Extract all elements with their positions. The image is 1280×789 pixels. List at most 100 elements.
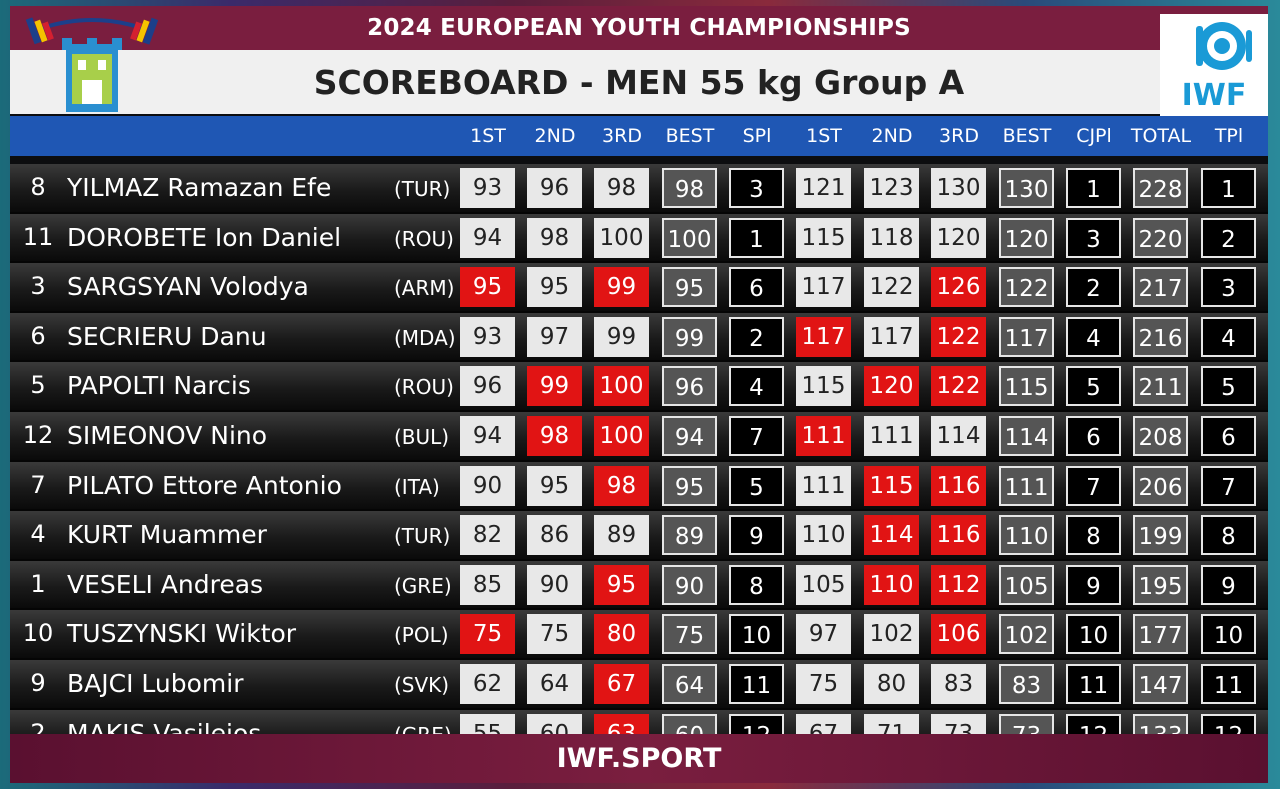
athlete-nation: (POL) xyxy=(394,623,449,648)
athlete-nation: (MDA) xyxy=(394,325,456,350)
total-result: 220 xyxy=(1133,217,1188,258)
athlete-nation: (ITA) xyxy=(394,474,440,499)
snatch-best: 98 xyxy=(662,168,717,208)
athlete-name: SARGSYAN Volodya xyxy=(67,272,309,302)
snatch-best: 64 xyxy=(662,663,717,704)
total-place: 9 xyxy=(1201,564,1256,605)
total-place: 5 xyxy=(1201,366,1256,407)
cj-place: 11 xyxy=(1066,663,1121,704)
athlete-nation: (BUL) xyxy=(394,424,450,449)
col-snatch-1: 1ST xyxy=(470,125,506,147)
total-place: 7 xyxy=(1201,465,1256,506)
snatch-best: 90 xyxy=(662,564,717,605)
snatch-attempt-2: 95 xyxy=(527,267,582,308)
snatch-attempt-2: 86 xyxy=(527,515,582,556)
iwf-plates-icon xyxy=(1196,22,1252,70)
cj-attempt-2: 80 xyxy=(864,663,919,704)
col-snatch-3: 3RD xyxy=(602,125,642,147)
total-result: 177 xyxy=(1133,614,1188,655)
snatch-attempt-1: 96 xyxy=(460,366,515,407)
snatch-attempt-1: 82 xyxy=(460,515,515,556)
snatch-attempt-3: 98 xyxy=(594,465,649,506)
snatch-best: 99 xyxy=(662,316,717,357)
cj-attempt-3: 130 xyxy=(931,168,986,208)
snatch-place: 3 xyxy=(729,168,784,208)
total-result: 206 xyxy=(1133,465,1188,506)
snatch-place: 10 xyxy=(729,614,784,655)
athlete-name: PILATO Ettore Antonio xyxy=(67,470,342,500)
total-place: 8 xyxy=(1201,515,1256,556)
snatch-best: 96 xyxy=(662,366,717,407)
col-cj-1: 1ST xyxy=(806,125,842,147)
cj-place: 8 xyxy=(1066,515,1121,556)
table-row: 1 VESELI Andreas (GRE) 85 90 95 90 8 105 110 112 10… xyxy=(10,560,1268,611)
total-result: 211 xyxy=(1133,366,1188,407)
snatch-attempt-1: 94 xyxy=(460,217,515,258)
snatch-best: 89 xyxy=(662,515,717,556)
snatch-attempt-3: 95 xyxy=(594,564,649,605)
table-row: 9 BAJCI Lubomir (SVK) 62 64 67 64 11 75 80 83 83 11 1… xyxy=(10,659,1268,710)
cj-place: 3 xyxy=(1066,217,1121,258)
cj-attempt-3: 112 xyxy=(931,564,986,605)
event-title: 2024 EUROPEAN YOUTH CHAMPIONSHIPS xyxy=(10,6,1268,50)
athlete-name: YILMAZ Ramazan Efe xyxy=(67,173,332,202)
snatch-best: 75 xyxy=(662,614,717,655)
castle-barbell-icon xyxy=(25,17,159,112)
cj-place: 7 xyxy=(1066,465,1121,506)
snatch-place: 5 xyxy=(729,465,784,506)
snatch-attempt-2: 99 xyxy=(527,366,582,407)
cj-attempt-3: 126 xyxy=(931,267,986,308)
table-row: 11 DOROBETE Ion Daniel (ROU) 94 98 100 100 1 115… xyxy=(10,213,1268,264)
athlete-name: KURT Muammer xyxy=(67,520,267,550)
col-cj-2: 2ND xyxy=(871,125,913,147)
cj-best: 83 xyxy=(999,663,1054,704)
col-snatch-2: 2ND xyxy=(534,125,576,147)
table-row: 4 KURT Muammer (TUR) 82 86 89 89 9 110 114 116 110 8… xyxy=(10,511,1268,561)
col-total-place: TPl xyxy=(1214,125,1244,147)
cj-best: 117 xyxy=(999,316,1054,357)
results-table: 8 YILMAZ Ramazan Efe (TUR) 93 96 98 98 3 121 123 1… xyxy=(10,164,1268,760)
cj-attempt-1: 121 xyxy=(796,168,851,208)
total-result: 216 xyxy=(1133,316,1188,357)
total-place: 4 xyxy=(1201,316,1256,357)
snatch-place: 2 xyxy=(729,316,784,357)
snatch-attempt-2: 64 xyxy=(527,663,582,704)
col-cj-3: 3RD xyxy=(939,125,979,147)
cj-place: 1 xyxy=(1066,168,1121,208)
cj-place: 2 xyxy=(1066,267,1121,308)
table-row: 10 TUSZYNSKI Wiktor (POL) 75 75 80 75 10 97 102 10… xyxy=(10,610,1268,660)
snatch-place: 9 xyxy=(729,515,784,556)
athlete-name: SIMEONOV Nino xyxy=(67,420,268,450)
scoreboard-title: SCOREBOARD - MEN 55 kg Group A xyxy=(10,50,1268,114)
snatch-attempt-2: 90 xyxy=(527,564,582,605)
snatch-place: 7 xyxy=(729,415,784,456)
scoreboard: 2024 EUROPEAN YOUTH CHAMPIONSHIPS SCOREB… xyxy=(10,6,1268,783)
cj-attempt-2: 120 xyxy=(864,366,919,407)
cj-attempt-2: 111 xyxy=(864,415,919,456)
total-result: 147 xyxy=(1133,663,1188,704)
cj-attempt-2: 115 xyxy=(864,465,919,506)
snatch-place: 1 xyxy=(729,217,784,258)
athlete-name: PAPOLTI Narcis xyxy=(67,371,251,401)
total-place: 11 xyxy=(1201,663,1256,704)
snatch-attempt-3: 100 xyxy=(594,366,649,407)
lot-number: 3 xyxy=(30,272,46,301)
lot-number: 7 xyxy=(30,470,46,499)
athlete-name: VESELI Andreas xyxy=(67,569,264,599)
table-row: 5 PAPOLTI Narcis (ROU) 96 99 100 96 4 115 120 122 1… xyxy=(10,362,1268,412)
cj-attempt-2: 102 xyxy=(864,614,919,655)
snatch-attempt-1: 93 xyxy=(460,168,515,208)
snatch-attempt-1: 95 xyxy=(460,267,515,308)
total-place: 2 xyxy=(1201,217,1256,258)
lot-number: 12 xyxy=(22,420,54,449)
cj-place: 9 xyxy=(1066,564,1121,605)
cj-attempt-1: 97 xyxy=(796,614,851,655)
col-cj-place: CJPl xyxy=(1076,125,1112,147)
total-place: 6 xyxy=(1201,415,1256,456)
athlete-nation: (TUR) xyxy=(394,177,451,201)
cj-attempt-1: 111 xyxy=(796,415,851,456)
cj-attempt-2: 117 xyxy=(864,316,919,357)
snatch-best: 100 xyxy=(662,217,717,258)
cj-best: 122 xyxy=(999,267,1054,308)
table-row: 3 SARGSYAN Volodya (ARM) 95 95 99 95 6 117 122 126… xyxy=(10,263,1268,313)
